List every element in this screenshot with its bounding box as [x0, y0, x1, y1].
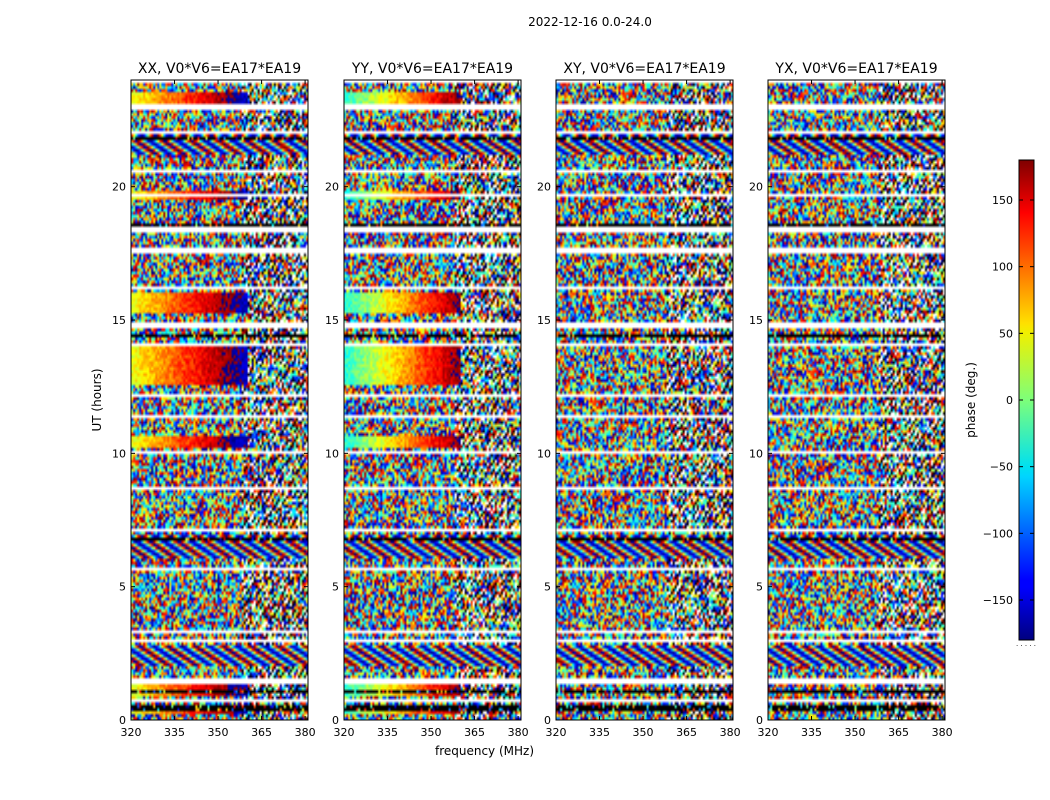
x-tick-label: 350	[208, 726, 229, 739]
x-tick-label: 365	[464, 726, 485, 739]
panel-yx: YX, V0*V6=EA17*EA19 320 335 350 365 380 0 5 10 15…	[749, 61, 953, 739]
x-tick-label: 365	[676, 726, 697, 739]
x-tick-label: 380	[508, 726, 529, 739]
x-tick-label: 320	[758, 726, 779, 739]
colorbar-tick-label: 50	[999, 327, 1013, 340]
y-tick-label: 10	[325, 447, 339, 460]
panel-title: XX, V0*V6=EA17*EA19	[138, 61, 301, 77]
y-tick-label: 20	[537, 181, 551, 194]
y-tick-label: 15	[112, 314, 126, 327]
y-tick-label: 0	[756, 714, 763, 727]
heatmap-image	[131, 80, 308, 720]
colorbar-dotted-caption: · · · · ·	[1016, 642, 1036, 650]
y-tick-label: 5	[119, 581, 126, 594]
x-tick-label: 335	[589, 726, 610, 739]
panel-xy: XY, V0*V6=EA17*EA19 320 335 350 365 380 0 5 10 15…	[537, 61, 741, 739]
y-tick-label: 0	[119, 714, 126, 727]
panel-title: YX, V0*V6=EA17*EA19	[774, 61, 937, 77]
colorbar: 150 100 50 0 −50 −100 −150 · · · · · phase (de…	[964, 159, 1036, 650]
colorbar-ticks: 150 100 50 0 −50 −100 −150	[983, 194, 1034, 607]
heatmap-image	[556, 80, 733, 720]
colorbar-label: phase (deg.)	[964, 362, 978, 438]
panels-group: XX, V0*V6=EA17*EA19 320 335 350 365 380 0 5 10 15…	[90, 61, 953, 758]
panel-xx: XX, V0*V6=EA17*EA19 320 335 350 365 380 0 5 10 15…	[90, 61, 316, 739]
axes-frame	[130, 79, 309, 721]
panel-yy: YY, V0*V6=EA17*EA19 320 335 350 365 380 0 5 10 15…	[325, 61, 534, 758]
axes-frame	[555, 79, 734, 721]
colorbar-tick-label: −100	[983, 527, 1013, 540]
figure-suptitle: 2022-12-16 0.0-24.0	[528, 15, 652, 29]
x-tick-label: 335	[164, 726, 185, 739]
y-tick-label: 20	[112, 181, 126, 194]
y-tick-label: 15	[325, 314, 339, 327]
x-tick-label: 365	[888, 726, 909, 739]
colorbar-tick-label: −50	[990, 461, 1013, 474]
panel-title: XY, V0*V6=EA17*EA19	[563, 61, 725, 77]
y-tick-label: 20	[749, 181, 763, 194]
x-tick-label: 320	[546, 726, 567, 739]
heatmap-image	[768, 80, 945, 720]
x-axis-label: frequency (MHz)	[435, 744, 534, 758]
y-tick-label: 0	[332, 714, 339, 727]
x-tick-label: 380	[932, 726, 953, 739]
y-tick-label: 15	[749, 314, 763, 327]
heatmap-image	[344, 80, 521, 720]
colorbar-tick-label: 100	[992, 261, 1013, 274]
y-tick-label: 15	[537, 314, 551, 327]
x-tick-label: 335	[377, 726, 398, 739]
y-tick-label: 5	[544, 581, 551, 594]
axes-frame	[343, 79, 522, 721]
y-tick-label: 20	[325, 181, 339, 194]
x-tick-label: 380	[720, 726, 741, 739]
y-tick-label: 5	[332, 581, 339, 594]
y-tick-label: 10	[112, 447, 126, 460]
y-tick-label: 10	[749, 447, 763, 460]
x-tick-label: 365	[251, 726, 272, 739]
y-tick-label: 5	[756, 581, 763, 594]
panel-title: YY, V0*V6=EA17*EA19	[351, 61, 513, 77]
x-tick-label: 335	[801, 726, 822, 739]
x-tick-label: 320	[334, 726, 355, 739]
x-tick-label: 350	[633, 726, 654, 739]
y-axis-label: UT (hours)	[90, 368, 104, 431]
x-tick-label: 320	[121, 726, 142, 739]
y-tick-label: 0	[544, 714, 551, 727]
x-tick-label: 350	[845, 726, 866, 739]
colorbar-tick-label: 150	[992, 194, 1013, 207]
x-tick-label: 380	[295, 726, 316, 739]
axes-frame	[767, 79, 946, 721]
colorbar-tick-label: −150	[983, 594, 1013, 607]
x-tick-label: 350	[421, 726, 442, 739]
y-tick-label: 10	[537, 447, 551, 460]
colorbar-tick-label: 0	[1006, 394, 1013, 407]
